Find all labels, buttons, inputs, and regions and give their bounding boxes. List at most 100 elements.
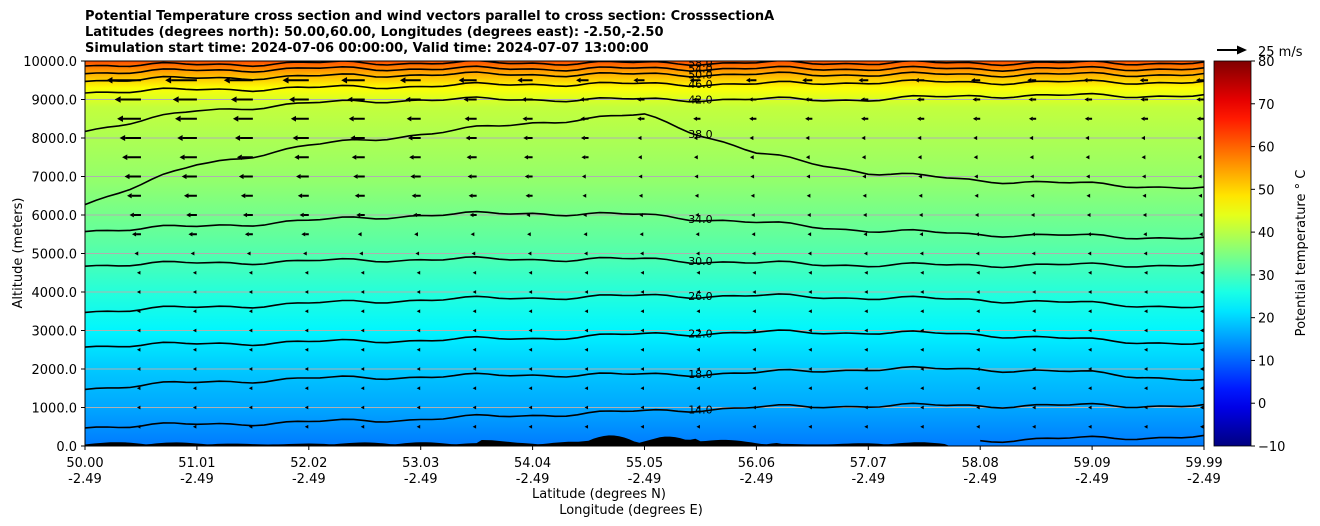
- wind-vector: [1032, 290, 1036, 294]
- wind-vector: [808, 328, 812, 333]
- wind-vector: [750, 193, 755, 198]
- wind-vector: [696, 270, 700, 275]
- wind-vector: [304, 405, 309, 410]
- wind-vector: [248, 367, 253, 371]
- wind-vector: [864, 347, 868, 352]
- wind-vector: [458, 77, 477, 84]
- wind-vector: [752, 424, 756, 429]
- wind-vector: [527, 251, 532, 256]
- wind-vector: [136, 367, 141, 371]
- y-axis: 0.0 1000.0 2000.0 3000.0 4000.0 5000.0 6000.0 7…: [23, 55, 85, 455]
- y-tick-label: 4000.0: [32, 286, 78, 301]
- wind-vector: [416, 405, 421, 410]
- wind-vector: [1197, 174, 1202, 179]
- wind-vector: [752, 328, 756, 333]
- wind-vector: [131, 232, 141, 237]
- wind-vector: [299, 212, 309, 218]
- wind-vector: [640, 386, 644, 391]
- wind-vector: [65, 154, 85, 160]
- colorbar-tick-label: −10: [1258, 440, 1285, 455]
- y-tick-label: 2000.0: [32, 363, 78, 378]
- contour-lines: 14.0 18.0 22.0 26.0 30.0 34.0 38.0 42.0 46.050.0…: [85, 61, 1204, 444]
- wind-vector: [524, 174, 533, 179]
- contour-label: 30.0: [688, 255, 713, 268]
- x-tick-label-lat: 57.07: [850, 456, 887, 471]
- contour-label: 22.0: [688, 327, 713, 340]
- x-axis: 50.00-2.4951.01-2.4952.02-2.4953.03-2.49…: [66, 446, 1223, 487]
- wind-vector: [70, 193, 85, 198]
- x-tick-label-lat: 51.01: [178, 456, 215, 471]
- wind-vector: [81, 271, 84, 275]
- wind-vector: [1197, 135, 1201, 141]
- wind-vector: [807, 232, 812, 237]
- wind-vector: [527, 232, 531, 237]
- wind-vector: [1140, 116, 1149, 121]
- wind-vector: [296, 174, 309, 179]
- title-line-1: Potential Temperature cross section and …: [85, 9, 775, 24]
- wind-vector: [694, 193, 699, 198]
- wind-vector: [1144, 309, 1148, 314]
- wind-vector: [192, 367, 197, 371]
- wind-vector: [354, 193, 365, 199]
- wind-vector: [1142, 174, 1146, 179]
- wind-vector: [917, 155, 922, 160]
- wind-vector: [752, 270, 756, 275]
- contour-line: [85, 365, 1204, 391]
- wind-vector: [356, 212, 365, 218]
- wind-vector: [693, 135, 698, 141]
- wind-vector: [638, 193, 643, 198]
- wind-vector: [975, 251, 980, 256]
- wind-vector: [584, 367, 589, 371]
- wind-vector: [468, 193, 477, 198]
- terrain-shape: [85, 435, 1204, 446]
- wind-vector: [1086, 213, 1091, 217]
- wind-key-label: 25 m/s: [1258, 45, 1303, 60]
- wind-vector: [1032, 270, 1036, 275]
- wind-vector: [640, 347, 644, 352]
- wind-vector: [640, 309, 644, 314]
- contour-line: [85, 210, 1204, 240]
- wind-vector: [864, 424, 868, 429]
- wind-key: 25 m/s: [1217, 45, 1303, 60]
- wind-vector: [1196, 116, 1204, 121]
- wind-vector: [165, 76, 197, 84]
- wind-vector: [244, 232, 253, 237]
- wind-vector: [1030, 213, 1035, 217]
- wind-vector: [638, 155, 642, 160]
- wind-vector: [238, 173, 253, 180]
- colorbar-tick-label: 50: [1258, 183, 1275, 198]
- wind-vector: [640, 405, 644, 410]
- wind-vector: [1141, 155, 1146, 160]
- contour-line: [85, 79, 1204, 94]
- wind-vector: [749, 155, 754, 160]
- wind-vector: [127, 193, 141, 199]
- wind-vector: [808, 386, 812, 391]
- wind-vector: [1085, 135, 1090, 141]
- wind-vector: [301, 232, 309, 237]
- wind-vector: [407, 135, 421, 141]
- wind-vector: [416, 309, 421, 314]
- wind-vector: [973, 155, 978, 160]
- contour-line: [85, 329, 1204, 348]
- wind-vector: [752, 290, 756, 294]
- x-tick-label-lat: 56.06: [738, 456, 775, 471]
- wind-vector: [360, 328, 365, 333]
- wind-vector: [584, 251, 588, 256]
- x-tick-label-lon: -2.49: [740, 472, 774, 487]
- wind-vector: [528, 386, 533, 391]
- wind-vector: [974, 213, 979, 217]
- wind-vector: [1143, 232, 1147, 237]
- wind-vector: [919, 213, 923, 217]
- wind-vector: [360, 367, 365, 371]
- wind-vector: [752, 367, 756, 371]
- wind-vector: [584, 386, 589, 391]
- wind-vector: [76, 232, 85, 237]
- wind-vector: [584, 424, 589, 429]
- wind-vector: [584, 405, 589, 410]
- x-tick-label-lon: -2.49: [180, 472, 214, 487]
- y-tick-label: 10000.0: [23, 55, 77, 70]
- x-tick-label-lon: -2.49: [628, 472, 662, 487]
- wind-vector: [863, 213, 867, 217]
- wind-vector: [304, 386, 309, 391]
- wind-vector: [863, 251, 868, 256]
